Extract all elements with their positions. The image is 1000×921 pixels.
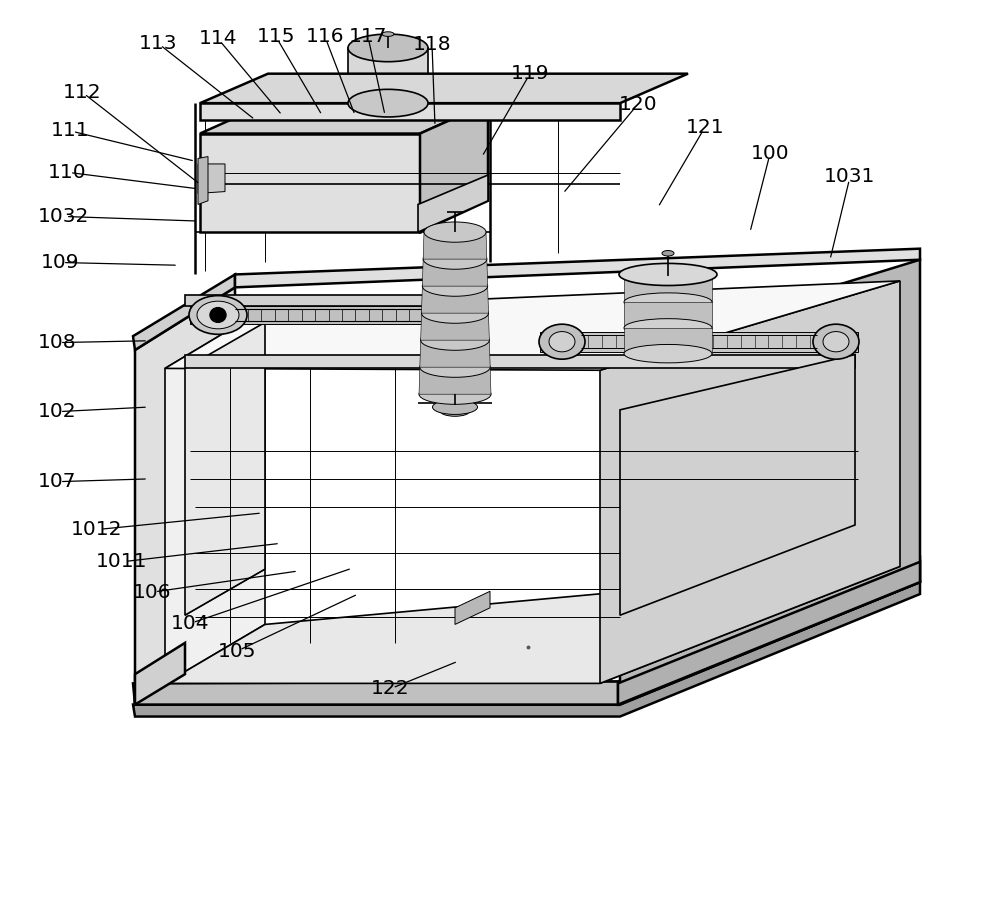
Text: 114: 114 — [199, 29, 237, 48]
Ellipse shape — [624, 319, 712, 337]
Ellipse shape — [348, 89, 428, 117]
Ellipse shape — [440, 405, 470, 416]
Polygon shape — [200, 74, 688, 103]
Text: 1032: 1032 — [37, 207, 89, 226]
Text: 100: 100 — [751, 145, 789, 163]
Ellipse shape — [624, 293, 712, 311]
Ellipse shape — [549, 332, 575, 352]
Polygon shape — [165, 566, 900, 683]
Polygon shape — [419, 367, 491, 394]
Text: 115: 115 — [257, 28, 295, 46]
Polygon shape — [135, 287, 235, 705]
Ellipse shape — [419, 384, 491, 404]
Text: 109: 109 — [41, 253, 79, 272]
Polygon shape — [620, 260, 920, 705]
Text: 113: 113 — [139, 34, 177, 52]
Polygon shape — [185, 295, 440, 306]
Circle shape — [210, 308, 226, 322]
Ellipse shape — [423, 249, 487, 269]
Polygon shape — [133, 557, 920, 705]
Polygon shape — [133, 274, 235, 350]
Ellipse shape — [420, 357, 490, 378]
Polygon shape — [624, 276, 712, 302]
Text: 102: 102 — [38, 402, 76, 421]
Ellipse shape — [813, 324, 859, 359]
Ellipse shape — [197, 301, 239, 329]
Text: 117: 117 — [349, 28, 387, 46]
Polygon shape — [624, 328, 712, 354]
Polygon shape — [165, 309, 265, 683]
Ellipse shape — [189, 296, 247, 334]
Polygon shape — [422, 259, 488, 286]
Text: 105: 105 — [218, 642, 256, 660]
Polygon shape — [420, 103, 488, 232]
Polygon shape — [455, 591, 490, 624]
Text: 116: 116 — [306, 28, 344, 46]
Text: 1011: 1011 — [96, 553, 148, 571]
Text: 112: 112 — [63, 83, 101, 101]
Ellipse shape — [662, 251, 674, 256]
Text: 110: 110 — [48, 163, 86, 181]
Polygon shape — [185, 322, 265, 615]
Polygon shape — [200, 103, 488, 134]
Ellipse shape — [382, 31, 394, 36]
Ellipse shape — [348, 34, 428, 62]
Text: 111: 111 — [51, 122, 89, 140]
Polygon shape — [540, 332, 858, 352]
Ellipse shape — [619, 263, 717, 286]
Polygon shape — [422, 286, 488, 313]
Text: 107: 107 — [38, 472, 76, 491]
Polygon shape — [618, 562, 920, 705]
Polygon shape — [420, 340, 490, 367]
Polygon shape — [200, 103, 620, 120]
Polygon shape — [165, 281, 900, 370]
Text: 108: 108 — [38, 333, 76, 352]
Ellipse shape — [436, 306, 464, 324]
Polygon shape — [348, 48, 428, 103]
Ellipse shape — [442, 309, 458, 321]
Text: 119: 119 — [511, 64, 549, 83]
Polygon shape — [423, 232, 487, 259]
Polygon shape — [600, 281, 900, 683]
Polygon shape — [198, 157, 208, 204]
Text: 121: 121 — [686, 118, 724, 136]
Polygon shape — [421, 313, 489, 340]
Polygon shape — [200, 134, 420, 232]
Text: 104: 104 — [171, 614, 209, 633]
Polygon shape — [135, 643, 185, 705]
Ellipse shape — [624, 267, 712, 286]
Ellipse shape — [422, 276, 488, 297]
Ellipse shape — [539, 324, 585, 359]
Polygon shape — [185, 355, 855, 368]
Polygon shape — [418, 175, 488, 232]
Text: 122: 122 — [371, 680, 409, 698]
Text: 106: 106 — [133, 583, 171, 601]
Text: 1012: 1012 — [71, 520, 123, 539]
Ellipse shape — [421, 330, 489, 350]
Polygon shape — [624, 302, 712, 328]
Ellipse shape — [424, 222, 486, 242]
Polygon shape — [198, 164, 225, 193]
Ellipse shape — [422, 303, 488, 323]
Polygon shape — [133, 582, 920, 717]
Polygon shape — [190, 306, 455, 324]
Text: 118: 118 — [413, 35, 451, 53]
Polygon shape — [135, 682, 618, 705]
Polygon shape — [620, 355, 855, 615]
Text: 120: 120 — [619, 95, 657, 113]
Text: 1031: 1031 — [824, 168, 876, 186]
Ellipse shape — [432, 400, 478, 414]
Polygon shape — [235, 249, 920, 287]
Ellipse shape — [823, 332, 849, 352]
Ellipse shape — [624, 344, 712, 363]
